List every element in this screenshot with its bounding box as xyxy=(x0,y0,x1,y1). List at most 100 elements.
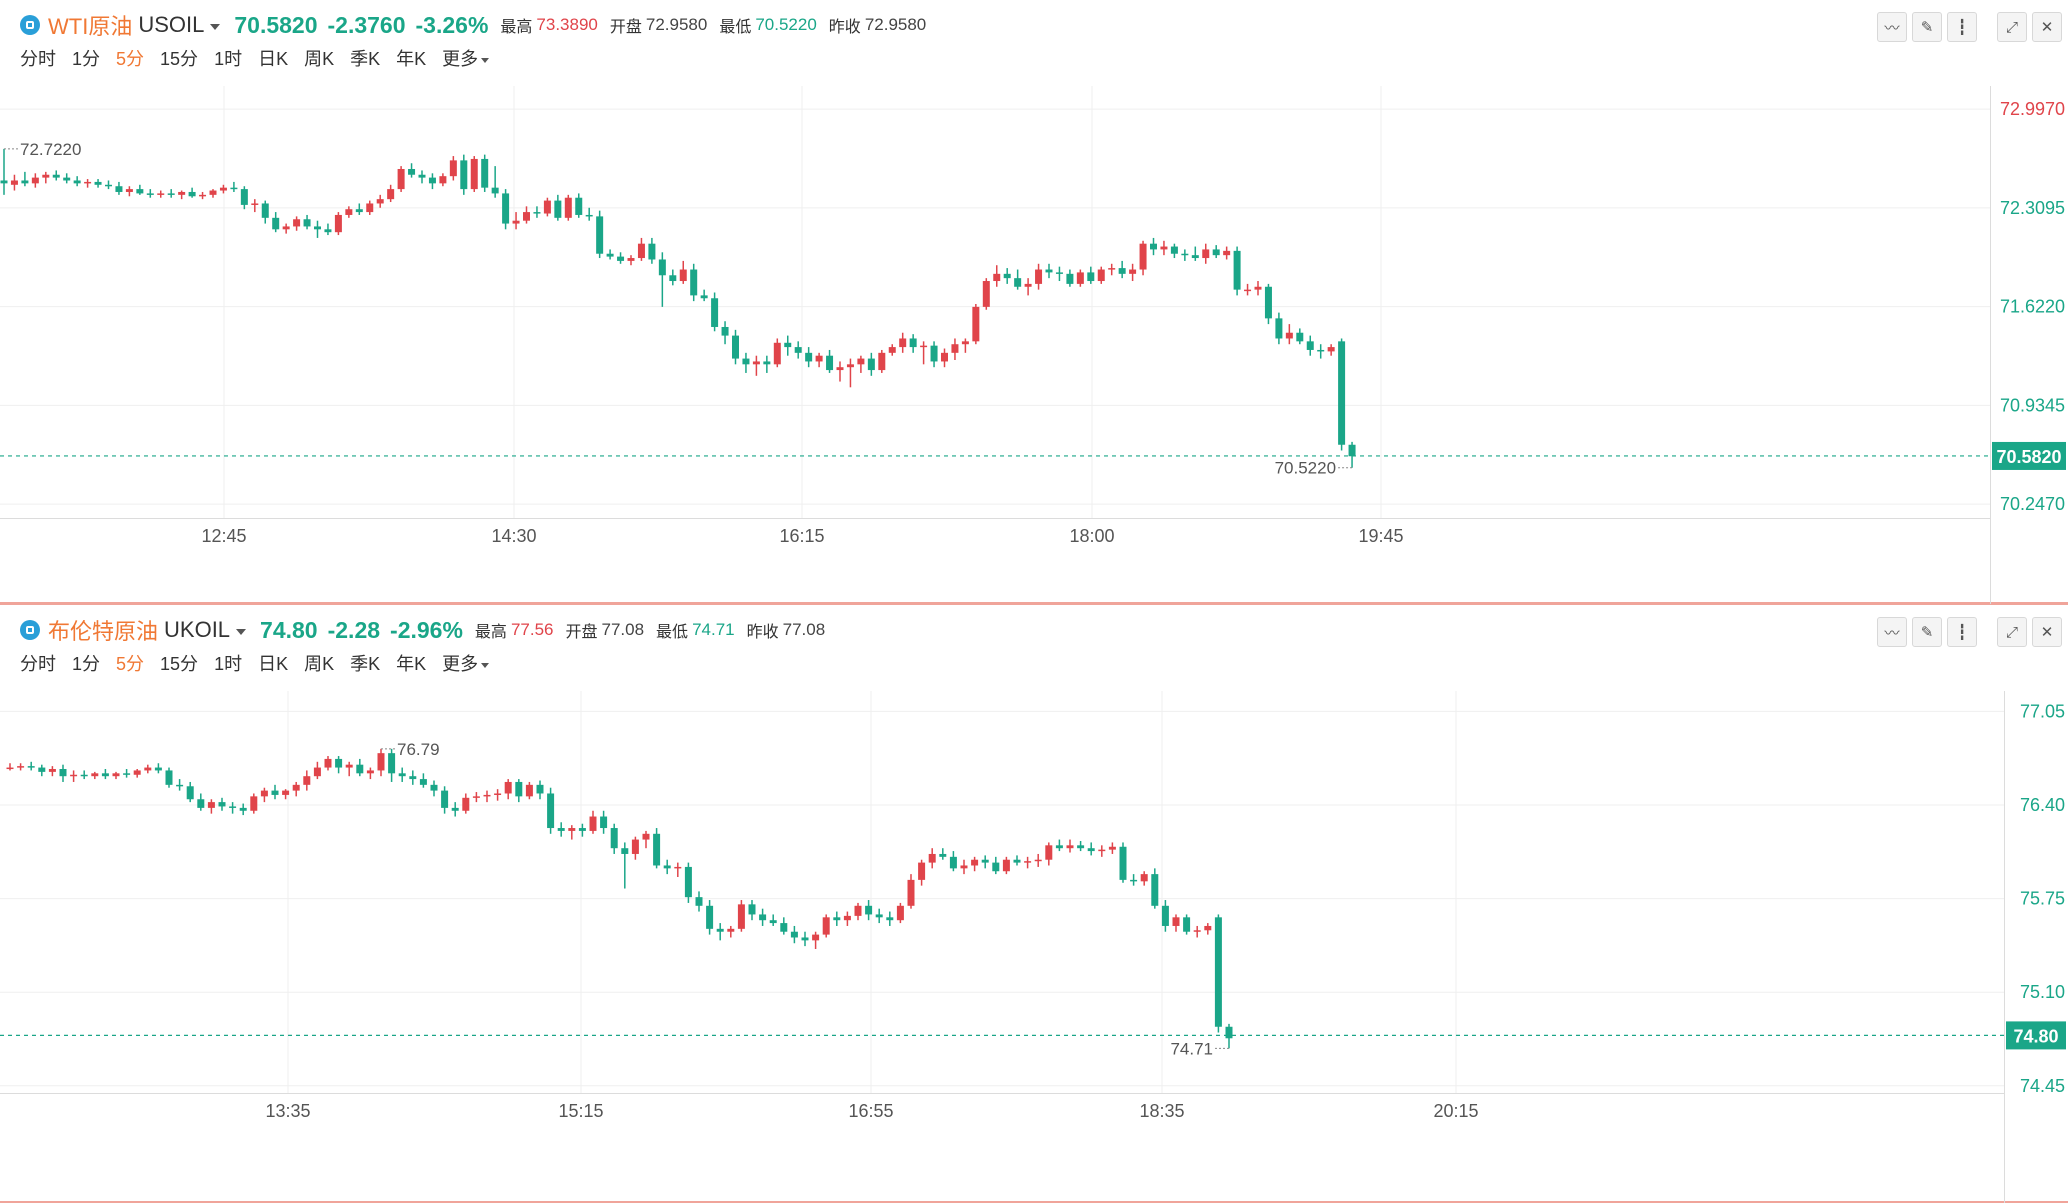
period-tab[interactable]: 年K xyxy=(396,654,427,674)
period-tab[interactable]: 1时 xyxy=(214,654,243,674)
candle xyxy=(409,770,417,785)
candle xyxy=(1119,842,1127,883)
period-tab[interactable]: 1分 xyxy=(72,49,101,69)
period-tab[interactable]: 周K xyxy=(304,49,335,69)
candle xyxy=(1214,914,1222,1033)
candle xyxy=(1181,249,1189,261)
candle-body xyxy=(303,776,311,785)
candle-body xyxy=(523,212,530,221)
candle-body xyxy=(836,367,844,371)
period-tab[interactable]: 季K xyxy=(350,49,381,69)
candle-body xyxy=(637,243,645,259)
period-tab[interactable]: 更多 xyxy=(442,45,490,71)
period-tab[interactable]: 日K xyxy=(258,49,289,69)
period-tab[interactable]: 日K xyxy=(258,654,289,674)
period-tab[interactable]: 15分 xyxy=(160,654,199,674)
line-chart-icon[interactable]: 〰 xyxy=(1877,12,1907,42)
period-tab[interactable]: 更多 xyxy=(442,650,490,676)
candle-body xyxy=(1183,917,1191,932)
candle xyxy=(483,790,491,803)
candlestick-chart-svg[interactable]: 77.05 76.40 75.75 75.10 74.45 13:35 15:15 16:55… xyxy=(0,691,2068,1203)
candle xyxy=(154,763,162,774)
symbol-name[interactable]: 布伦特原油 xyxy=(48,619,159,644)
candle-body xyxy=(176,784,184,787)
candle-body xyxy=(1264,286,1272,319)
period-tab[interactable]: 1分 xyxy=(72,654,101,674)
candlestick-icon[interactable]: ┇ xyxy=(1947,617,1977,647)
candle-body xyxy=(706,905,714,929)
period-tab[interactable]: 分时 xyxy=(20,654,56,674)
candle-body xyxy=(472,796,480,798)
symbol-dropdown-icon[interactable] xyxy=(236,628,247,635)
candlestick-chart[interactable]: 77.05 76.40 75.75 75.10 74.45 13:35 15:15 16:55… xyxy=(0,691,2068,1203)
candle xyxy=(472,792,480,803)
candlestick-icon[interactable]: ┇ xyxy=(1947,12,1977,42)
candle-body xyxy=(907,879,915,906)
close-icon[interactable]: ✕ xyxy=(2032,12,2062,42)
candle xyxy=(144,764,152,774)
fullscreen-icon[interactable]: ⤢ xyxy=(1997,12,2027,42)
candle-body xyxy=(1129,269,1137,274)
period-tab[interactable]: 5分 xyxy=(116,654,145,674)
period-tab[interactable]: 1时 xyxy=(214,49,243,69)
candle xyxy=(0,148,8,195)
symbol-code[interactable]: UKOIL xyxy=(164,617,231,642)
candle xyxy=(451,802,459,817)
candle xyxy=(1045,263,1053,279)
more-dropdown-icon[interactable] xyxy=(481,57,490,63)
more-dropdown-icon[interactable] xyxy=(481,662,490,668)
draw-pen-icon[interactable]: ✎ xyxy=(1912,617,1942,647)
stat-value: 72.9580 xyxy=(864,15,927,34)
candlestick-chart-svg[interactable]: 72.9970 72.3095 71.6220 70.9345 70.2470 12:45… xyxy=(0,86,2068,604)
period-tab[interactable]: 季K xyxy=(350,654,381,674)
symbol-name[interactable]: WTI原油 xyxy=(48,14,133,39)
candlestick-chart[interactable]: 72.9970 72.3095 71.6220 70.9345 70.2470 12:45… xyxy=(0,86,2068,604)
candle xyxy=(176,779,184,791)
symbol-dropdown-icon[interactable] xyxy=(210,23,221,30)
x-tick-label: 16:55 xyxy=(848,1101,893,1121)
candle xyxy=(822,914,830,938)
draw-pen-icon[interactable]: ✎ xyxy=(1912,12,1942,42)
candle xyxy=(250,793,258,814)
symbol-code[interactable]: USOIL xyxy=(138,12,205,37)
period-tab[interactable]: 分时 xyxy=(20,49,56,69)
candle xyxy=(271,784,279,800)
candle xyxy=(596,210,604,259)
candle-body xyxy=(585,214,593,217)
period-tab[interactable]: 15分 xyxy=(160,49,199,69)
candle-body xyxy=(543,200,551,214)
candle-body xyxy=(1087,848,1095,852)
line-chart-icon[interactable]: 〰 xyxy=(1877,617,1907,647)
candle xyxy=(418,170,426,184)
candle xyxy=(1183,914,1191,935)
candle xyxy=(993,265,1001,287)
period-tab[interactable]: 5分 xyxy=(116,49,145,69)
close-icon[interactable]: ✕ xyxy=(2032,617,2062,647)
candle-body xyxy=(502,193,510,224)
candle-body xyxy=(721,326,729,336)
candle xyxy=(886,911,894,926)
candle-body xyxy=(146,193,154,195)
candle-body xyxy=(554,200,562,218)
candle-body xyxy=(430,784,438,791)
candle xyxy=(70,770,78,782)
fullscreen-icon[interactable]: ⤢ xyxy=(1997,617,2027,647)
candle xyxy=(502,189,510,230)
period-tab[interactable]: 年K xyxy=(396,49,427,69)
y-tick-label: 72.9970 xyxy=(2000,99,2065,119)
candle-body xyxy=(376,199,384,204)
candle xyxy=(727,925,735,938)
candle xyxy=(700,289,708,302)
candle xyxy=(1139,240,1147,276)
candle xyxy=(543,197,551,217)
candle xyxy=(1264,283,1272,325)
candle xyxy=(167,189,175,198)
candle xyxy=(146,189,154,198)
stat-value: 77.56 xyxy=(510,620,554,639)
candle-body xyxy=(949,856,957,869)
candle xyxy=(865,900,873,921)
candle xyxy=(1003,268,1011,284)
candle xyxy=(547,787,555,834)
period-tab[interactable]: 周K xyxy=(304,654,335,674)
candle xyxy=(949,851,957,872)
